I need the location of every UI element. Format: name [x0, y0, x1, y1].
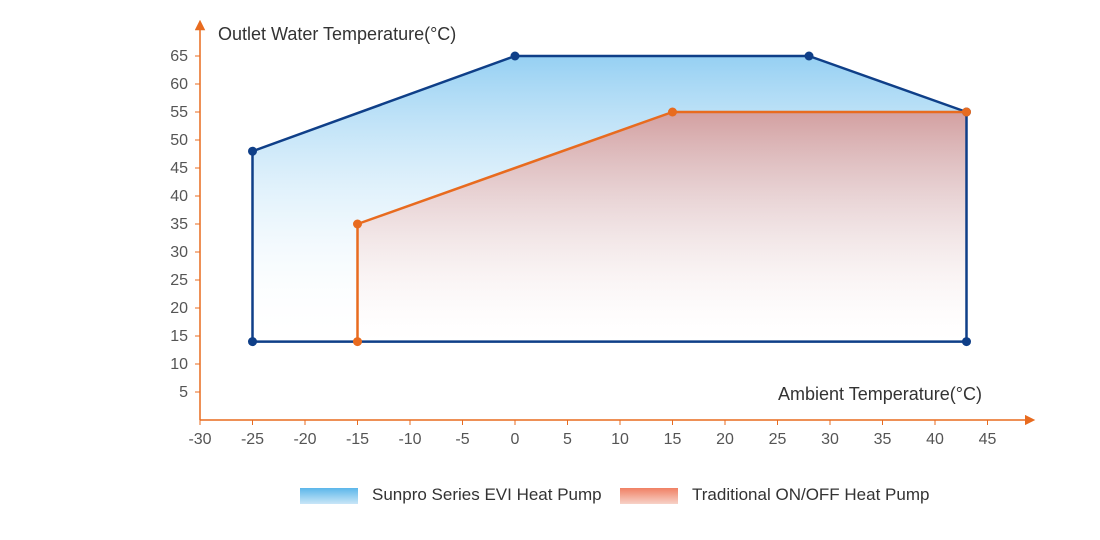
- y-tick-label: 55: [170, 104, 188, 121]
- chart-container: -30 -25 -20 -15 -10 -5 0 5 10 15 20 25 30 35 40 45 5 10 15…: [0, 0, 1100, 540]
- x-tick-label: 40: [926, 431, 944, 448]
- x-tick-label: -5: [455, 431, 469, 448]
- y-tick-label: 65: [170, 48, 188, 65]
- x-tick-label: 30: [821, 431, 839, 448]
- y-tick-label: 10: [170, 356, 188, 373]
- x-tick-label: -10: [398, 431, 421, 448]
- x-tick-label: -15: [346, 431, 369, 448]
- x-tick-label: -30: [188, 431, 211, 448]
- series-marker-evi: [805, 52, 814, 61]
- series-marker-evi: [962, 337, 971, 346]
- y-tick-label: 30: [170, 244, 188, 261]
- x-tick-label: 20: [716, 431, 734, 448]
- legend-label-evi: Sunpro Series EVI Heat Pump: [372, 485, 602, 504]
- legend-label-trad: Traditional ON/OFF Heat Pump: [692, 485, 929, 504]
- y-tick-label: 35: [170, 216, 188, 233]
- series-marker-evi: [248, 147, 257, 156]
- x-tick-label: 15: [664, 431, 682, 448]
- x-tick-label: 0: [511, 431, 520, 448]
- x-tick-label: 35: [874, 431, 892, 448]
- envelope-chart: -30 -25 -20 -15 -10 -5 0 5 10 15 20 25 30 35 40 45 5 10 15…: [0, 0, 1100, 540]
- x-tick-label: -20: [293, 431, 316, 448]
- series-marker-trad: [353, 220, 362, 229]
- legend-swatch-trad: [620, 488, 678, 504]
- x-tick-label: -25: [241, 431, 264, 448]
- y-tick-label: 25: [170, 272, 188, 289]
- y-axis-label: Outlet Water Temperature(°C): [218, 24, 456, 44]
- x-axis-label: Ambient Temperature(°C): [778, 384, 982, 404]
- x-tick-label: 45: [979, 431, 997, 448]
- series-marker-evi: [248, 337, 257, 346]
- y-tick-label: 40: [170, 188, 188, 205]
- legend-swatch-evi: [300, 488, 358, 504]
- y-tick-label: 5: [179, 384, 188, 401]
- series-marker-trad: [668, 108, 677, 117]
- y-tick-label: 15: [170, 328, 188, 345]
- series-marker-trad: [353, 337, 362, 346]
- y-tick-label: 50: [170, 132, 188, 149]
- series-marker-trad: [962, 108, 971, 117]
- y-tick-label: 60: [170, 76, 188, 93]
- y-tick-label: 45: [170, 160, 188, 177]
- x-tick-label: 10: [611, 431, 629, 448]
- x-tick-label: 5: [563, 431, 572, 448]
- x-tick-label: 25: [769, 431, 787, 448]
- y-tick-label: 20: [170, 300, 188, 317]
- series-marker-evi: [511, 52, 520, 61]
